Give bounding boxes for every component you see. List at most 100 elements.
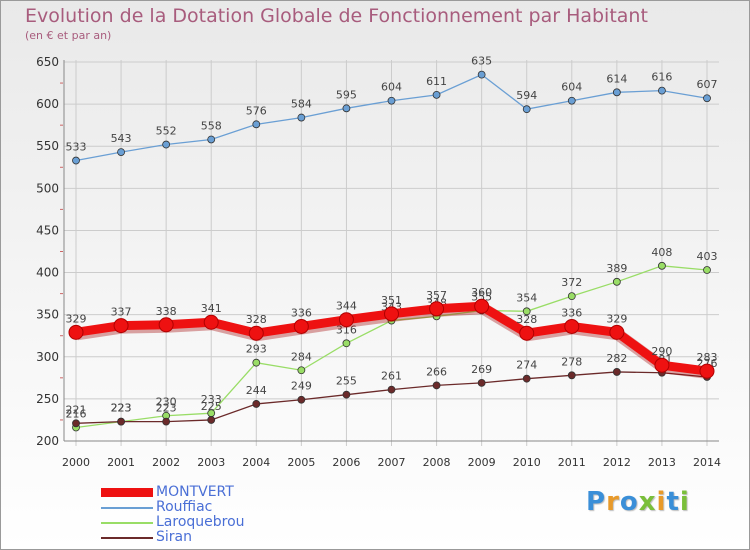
data-label: 225 [201, 400, 222, 413]
data-point [703, 94, 711, 103]
data-label: 604 [561, 81, 582, 94]
y-tick-label-600: 600 [36, 97, 59, 111]
x-tick-label-2012: 2012 [603, 456, 631, 469]
data-label: 329 [606, 312, 627, 325]
data-label: 635 [471, 55, 492, 68]
data-label: 261 [381, 370, 402, 383]
x-tick-label-2004: 2004 [242, 456, 270, 469]
data-point [297, 113, 306, 122]
legend-swatch [101, 507, 153, 509]
data-label: 594 [516, 89, 537, 102]
data-label: 249 [291, 380, 312, 393]
data-label: 533 [66, 141, 87, 154]
data-label: 614 [606, 72, 627, 85]
y-tick-label-550: 550 [36, 139, 59, 153]
data-label: 576 [246, 104, 267, 117]
y-tick-label-500: 500 [36, 181, 59, 195]
x-tick-label-2013: 2013 [648, 456, 676, 469]
x-tick-label-2011: 2011 [558, 456, 586, 469]
data-label: 543 [111, 132, 132, 145]
data-label: 230 [156, 396, 177, 409]
data-point [519, 325, 535, 341]
data-label: 360 [471, 286, 492, 299]
data-label: 558 [201, 119, 222, 132]
data-label: 372 [561, 276, 582, 289]
chart-legend: MONTVERT Rouffiac Laroquebrou Siran [101, 484, 361, 545]
x-tick-label-2005: 2005 [287, 456, 315, 469]
proxiti-logo: Proxiti [586, 487, 690, 517]
data-point [117, 148, 125, 157]
data-point [297, 366, 306, 375]
chart-title: Evolution de la Dotation Globale de Fonc… [25, 5, 648, 27]
data-point [248, 325, 264, 341]
x-tick-label-2000: 2000 [62, 456, 90, 469]
data-point [612, 88, 621, 97]
data-point [654, 357, 670, 373]
data-point [113, 318, 129, 334]
data-point [252, 120, 261, 129]
legend-item-montvert: MONTVERT [101, 484, 361, 500]
data-label: 354 [516, 291, 537, 304]
data-point [567, 371, 576, 380]
data-point [429, 301, 445, 317]
data-point [162, 417, 171, 426]
data-point [293, 318, 309, 334]
data-label: 255 [336, 375, 357, 388]
data-point [564, 318, 580, 334]
data-point [342, 104, 351, 113]
data-point [68, 324, 84, 340]
legend-item-siran: Siran [101, 529, 361, 545]
data-point [432, 90, 441, 99]
data-point [612, 368, 621, 376]
data-label: 328 [246, 313, 267, 326]
data-point [432, 381, 441, 390]
data-point [522, 307, 531, 316]
data-label: 584 [291, 98, 312, 111]
y-tick-label-250: 250 [36, 392, 59, 406]
data-label: 336 [561, 306, 582, 319]
data-point [117, 417, 125, 426]
data-label: 337 [111, 306, 132, 319]
data-point [567, 96, 576, 105]
x-tick-label-2008: 2008 [423, 456, 451, 469]
data-label: 266 [426, 365, 447, 378]
data-point [252, 358, 261, 367]
data-label: 278 [561, 355, 582, 368]
x-tick-label-2007: 2007 [378, 456, 406, 469]
y-tick-label-650: 650 [36, 55, 59, 69]
data-point [522, 105, 531, 114]
data-point [658, 86, 666, 95]
data-point [387, 385, 396, 394]
data-label: 616 [651, 71, 672, 84]
data-point [522, 374, 531, 383]
chart-subtitle: (en € et par an) [25, 29, 112, 42]
x-tick-label-2010: 2010 [513, 456, 541, 469]
data-point [477, 378, 486, 387]
series-montvert: 329 337 338 341 328 336 344 351 357 360 328 336 329 2… [66, 286, 718, 380]
data-point [658, 261, 666, 270]
x-tick-label-2003: 2003 [197, 456, 225, 469]
y-tick-label-200: 200 [36, 434, 59, 448]
data-point [699, 363, 715, 379]
data-point [342, 339, 351, 348]
data-label: 269 [471, 363, 492, 376]
x-tick-label-2009: 2009 [468, 456, 496, 469]
data-point [158, 317, 174, 333]
data-point [72, 419, 80, 428]
data-point [477, 70, 486, 79]
y-tick-label-450: 450 [36, 223, 59, 237]
data-point [387, 96, 396, 105]
legend-item-rouffiac: Rouffiac [101, 499, 361, 515]
data-label: 604 [381, 81, 402, 94]
x-tick-label-2002: 2002 [152, 456, 180, 469]
data-point [342, 390, 351, 399]
data-label: 341 [201, 302, 222, 315]
legend-swatch [101, 537, 153, 539]
y-tick-label-400: 400 [36, 266, 59, 280]
data-point [207, 135, 216, 144]
legend-swatch [101, 522, 153, 524]
data-label: 611 [426, 75, 447, 88]
data-point [567, 292, 576, 301]
data-label: 221 [66, 403, 87, 416]
